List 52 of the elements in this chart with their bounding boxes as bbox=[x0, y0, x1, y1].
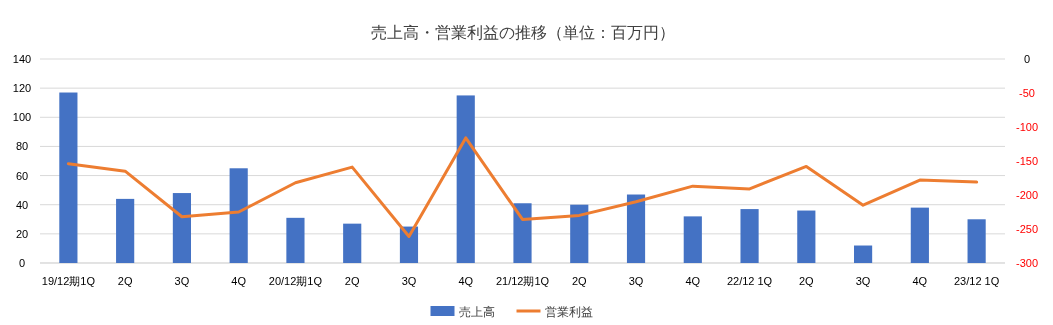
y-tick-label: 140 bbox=[12, 53, 32, 65]
x-tick-label: 20/12期1Q bbox=[268, 275, 323, 287]
bar bbox=[570, 204, 589, 263]
y2-tick-label: 0 bbox=[1023, 53, 1031, 65]
x-tick-label: 4Q bbox=[458, 275, 474, 287]
x-tick-label: 3Q bbox=[174, 275, 190, 287]
y2-tick-label: -150 bbox=[1015, 155, 1039, 167]
bar bbox=[172, 193, 191, 263]
x-tick-label: 4Q bbox=[912, 275, 928, 287]
x-tick-label: 19/12期1Q bbox=[41, 275, 96, 287]
bar bbox=[967, 219, 986, 263]
x-tick-label: 2Q bbox=[798, 275, 815, 287]
y2-tick-label: -200 bbox=[1015, 189, 1039, 201]
x-tick-label: 4Q bbox=[685, 275, 701, 287]
y-tick-label: 0 bbox=[18, 257, 26, 269]
bar bbox=[59, 92, 78, 263]
y-tick-label: 20 bbox=[15, 227, 29, 240]
x-tick-label: 3Q bbox=[401, 275, 417, 287]
x-tick-label: 4Q bbox=[231, 275, 247, 287]
y-tick-label: 80 bbox=[15, 140, 29, 153]
bar bbox=[456, 95, 475, 263]
y-tick-label: 120 bbox=[12, 82, 32, 95]
x-tick-label: 3Q bbox=[628, 275, 644, 287]
x-tick-label: 2Q bbox=[571, 275, 588, 287]
bar bbox=[854, 245, 873, 263]
legend-label: 営業利益 bbox=[544, 305, 593, 319]
y2-tick-label: -300 bbox=[1015, 257, 1039, 269]
bar bbox=[116, 198, 135, 263]
y2-tick-label: -100 bbox=[1015, 121, 1039, 133]
chart-title: 売上高・営業利益の推移（単位：百万円） bbox=[370, 24, 675, 41]
bar bbox=[229, 168, 248, 263]
x-tick-label: 2Q bbox=[117, 275, 133, 287]
y2-tick-label: -250 bbox=[1015, 223, 1039, 235]
bar bbox=[343, 223, 362, 263]
x-tick-label: 3Q bbox=[855, 275, 871, 287]
line-series bbox=[66, 136, 979, 238]
y-tick-label: 40 bbox=[15, 198, 29, 211]
x-tick-label: 23/12 1Q bbox=[953, 275, 1000, 287]
bar bbox=[797, 210, 816, 263]
bar bbox=[286, 217, 305, 263]
x-tick-label: 21/12期1Q bbox=[495, 275, 550, 287]
bar bbox=[513, 203, 532, 263]
x-tick-label: 22/12 1Q bbox=[726, 275, 773, 287]
y2-tick-label: -50 bbox=[1019, 87, 1035, 99]
x-tick-label: 2Q bbox=[344, 275, 360, 287]
bar bbox=[683, 216, 702, 263]
y-tick-label: 100 bbox=[12, 111, 32, 124]
bar bbox=[740, 209, 759, 263]
legend-label: 売上高 bbox=[458, 305, 495, 319]
bar bbox=[910, 207, 929, 263]
bar bbox=[626, 194, 646, 263]
y-tick-label: 60 bbox=[15, 169, 29, 182]
